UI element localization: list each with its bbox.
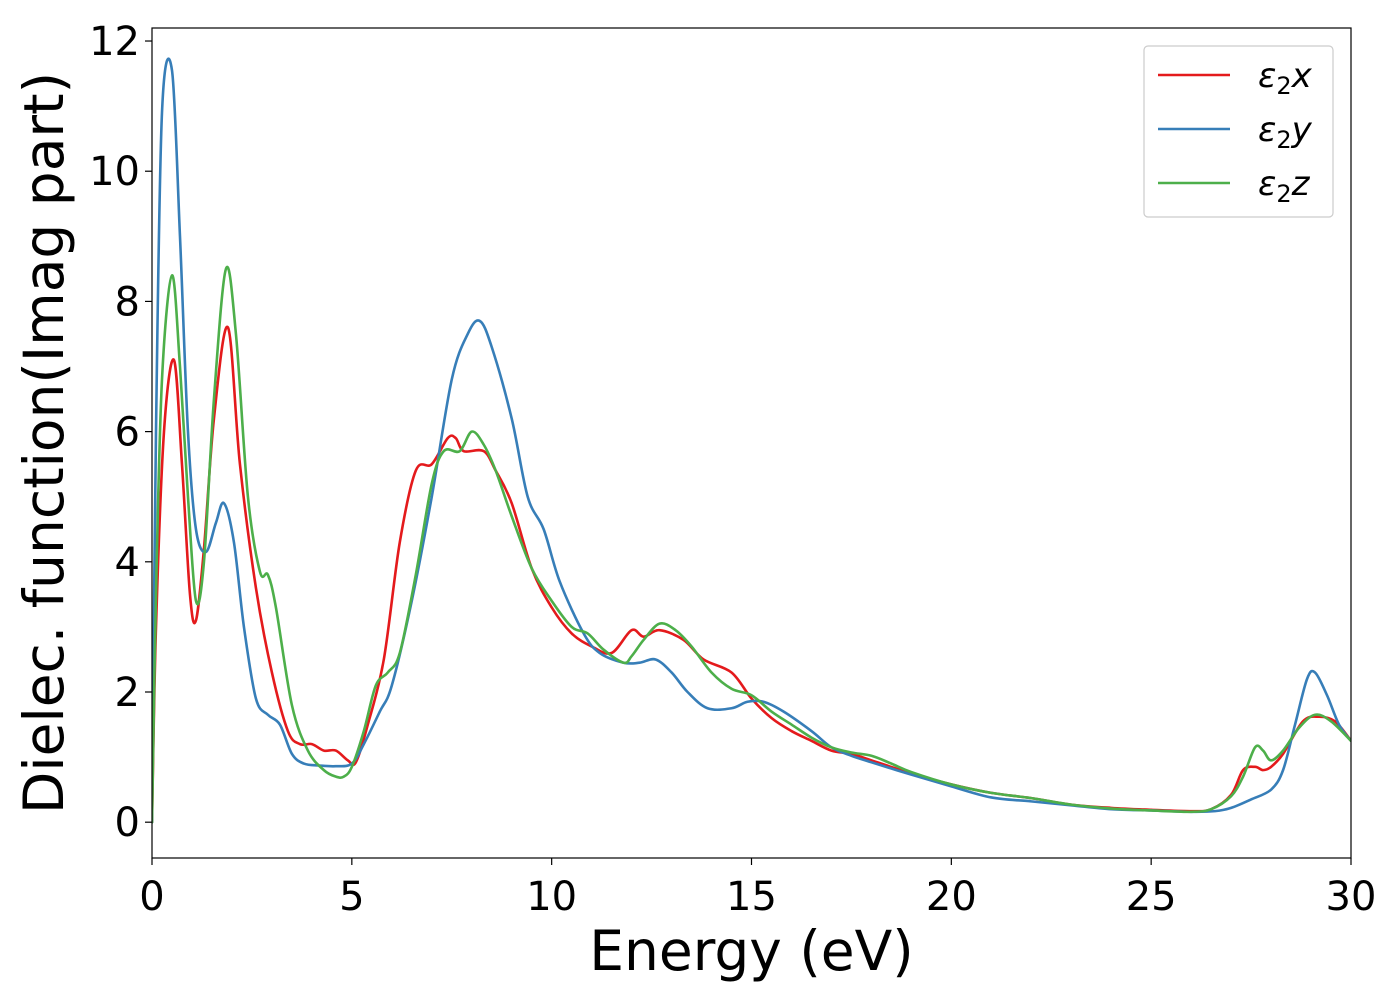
legend-label-x: ε2x (1258, 56, 1313, 100)
x-tick-label: 10 (526, 874, 577, 920)
y-tick-label: 2 (115, 670, 140, 716)
x-tick-label: 30 (1326, 874, 1377, 920)
y-tick-label: 0 (115, 800, 140, 846)
x-tick-label: 0 (139, 874, 164, 920)
x-tick-label: 15 (726, 874, 777, 920)
y-axis: 0 2 4 6 8 10 12 (89, 19, 152, 846)
legend-label-z: ε2z (1258, 164, 1311, 208)
y-tick-label: 4 (115, 540, 140, 586)
x-tick-label: 20 (926, 874, 977, 920)
y-tick-label: 10 (89, 149, 140, 195)
series-layer (152, 57, 1351, 824)
series-line-z (152, 265, 1351, 824)
x-tick-label: 25 (1126, 874, 1177, 920)
legend: ε2x ε2y ε2z (1143, 45, 1334, 218)
series-line-x (152, 325, 1351, 824)
y-tick-label: 6 (115, 410, 140, 456)
y-tick-label: 12 (89, 19, 140, 65)
legend-box (1143, 45, 1334, 218)
x-tick-label: 5 (339, 874, 364, 920)
x-axis: 0 5 10 15 20 25 30 (139, 858, 1376, 920)
legend-label-y: ε2y (1258, 110, 1313, 154)
x-axis-title: Energy (eV) (589, 919, 913, 983)
y-axis-title: Dielec. function(Imag part) (12, 72, 76, 814)
y-tick-label: 8 (115, 279, 140, 325)
